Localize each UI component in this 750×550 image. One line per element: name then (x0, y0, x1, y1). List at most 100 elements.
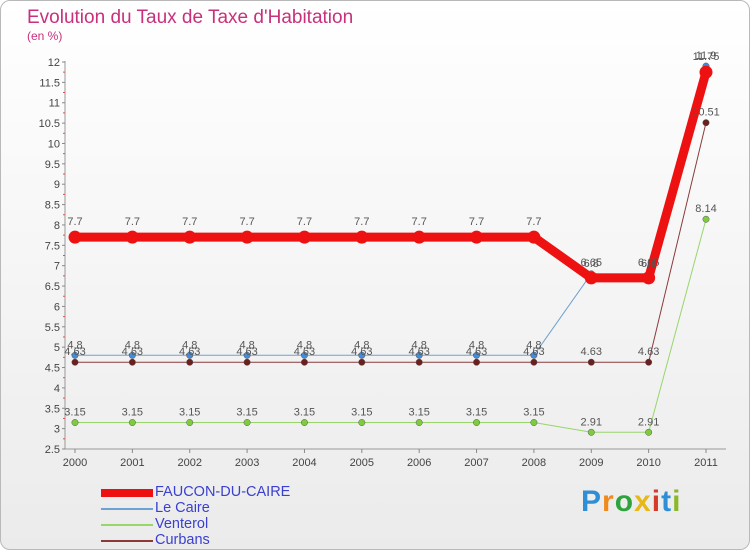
data-point-le-caire (415, 351, 423, 359)
data-point-le-caire (358, 351, 366, 359)
proxiti-logo: Proxiti (581, 485, 681, 519)
data-label-venterol: 3.15 (408, 407, 429, 419)
data-label-venterol: 3.15 (179, 407, 200, 419)
data-label-le-caire: 4.8 (239, 339, 254, 351)
data-point-curbans (128, 358, 136, 366)
data-label-le-caire: 4.8 (412, 339, 427, 351)
data-label-curbans: 4.63 (294, 346, 315, 358)
y-tick-label: 11 (49, 98, 60, 110)
legend-swatch-le-caire (101, 508, 153, 510)
data-point-venterol (301, 419, 308, 426)
data-labels: 4.8 4.8 4.8 4.8 4.8 4.8 4.8 4.8 4.8 6.8 6.8 11.9 3.1… (64, 50, 719, 428)
y-tick-label: 8.5 (45, 200, 60, 212)
data-point-venterol (128, 419, 136, 426)
data-label-venterol: 2.91 (638, 416, 659, 428)
y-tick-label: 2.5 (45, 444, 60, 456)
x-tick-label: 2009 (579, 457, 603, 469)
y-tick-label: 4.5 (45, 363, 60, 375)
data-point-venterol (587, 428, 595, 436)
data-point-faucon-du-caire (642, 271, 656, 285)
data-label-faucon-du-caire: 7.7 (125, 216, 140, 228)
data-point-curbans (645, 358, 653, 366)
data-point-venterol (702, 215, 710, 223)
data-label-faucon-du-caire: 7.7 (67, 216, 82, 228)
axes: 2.533.544.555.566.577.588.599.51010.5111… (39, 57, 726, 469)
legend-label-venterol: Venterol (155, 516, 209, 532)
data-point-le-caire (186, 351, 194, 359)
data-point-venterol (530, 419, 538, 426)
data-label-faucon-du-caire: 7.7 (297, 216, 312, 228)
x-tick-label: 2004 (292, 457, 316, 469)
y-tick-label: 10 (48, 138, 60, 150)
series-line-faucon-du-caire (70, 67, 711, 283)
logo-letter: i (651, 485, 662, 518)
legend-swatch-venterol (101, 524, 153, 526)
data-label-faucon-du-caire: 7.7 (239, 216, 254, 228)
logo-letter: r (602, 485, 615, 518)
data-point-venterol (473, 419, 480, 426)
data-label-le-caire: 4.8 (297, 339, 312, 351)
series-line-le-caire (74, 65, 707, 356)
data-point-curbans (702, 119, 710, 127)
data-point-venterol (415, 419, 423, 426)
y-tick-label: 5.5 (45, 322, 60, 334)
y-tick-label: 7 (54, 261, 60, 273)
data-point-faucon-du-caire (355, 230, 369, 244)
data-label-le-caire: 4.8 (526, 339, 541, 351)
data-label-faucon-du-caire: 7.7 (412, 216, 427, 228)
legend-label-le-caire: Le Caire (155, 500, 210, 516)
data-label-venterol: 2.91 (581, 416, 602, 428)
data-label-faucon-du-caire: 7.7 (526, 216, 541, 228)
x-tick-label: 2005 (350, 457, 374, 469)
data-label-le-caire: 4.8 (469, 339, 484, 351)
x-tick-label: 2006 (407, 457, 431, 469)
data-label-le-caire: 11.9 (696, 50, 717, 62)
data-point-faucon-du-caire (297, 230, 311, 244)
data-label-curbans: 4.63 (466, 346, 487, 358)
y-tick-label: 4 (54, 383, 60, 395)
logo-letter: t (661, 485, 673, 518)
y-tick-label: 8 (54, 220, 60, 232)
data-point-curbans (358, 358, 366, 366)
data-label-faucon-du-caire: 6.65 (581, 257, 602, 269)
data-point-faucon-du-caire (699, 65, 713, 79)
data-point-curbans (301, 358, 308, 366)
data-point-faucon-du-caire (183, 230, 197, 244)
x-tick-label: 2000 (63, 457, 87, 469)
x-tick-label: 2008 (522, 457, 546, 469)
data-point-faucon-du-caire (240, 230, 254, 244)
logo-letter: o (614, 485, 635, 518)
y-tick-label: 12 (48, 57, 60, 69)
data-point-le-caire (243, 351, 251, 359)
data-label-curbans: 4.63 (351, 346, 372, 358)
data-point-curbans (473, 358, 480, 366)
data-label-curbans: 4.63 (122, 346, 143, 358)
y-tick-label: 11.5 (39, 77, 60, 89)
data-point-curbans (71, 358, 79, 366)
y-tick-label: 6.5 (45, 281, 60, 293)
data-label-curbans: 4.63 (638, 346, 659, 358)
data-label-venterol: 3.15 (466, 407, 487, 419)
y-tick-label: 9 (54, 179, 60, 191)
x-tick-label: 2007 (464, 457, 488, 469)
y-tick-label: 10.5 (39, 118, 60, 130)
logo-letter: x (634, 485, 652, 518)
series-line-curbans (74, 122, 707, 363)
data-point-faucon-du-caire (412, 230, 426, 244)
data-point-le-caire (473, 351, 480, 359)
data-point-le-caire (530, 351, 538, 359)
data-point-le-caire (301, 351, 308, 359)
data-label-le-caire: 4.8 (182, 339, 197, 351)
data-label-venterol: 3.15 (523, 407, 544, 419)
legend-swatch-curbans (101, 540, 153, 542)
data-label-venterol: 3.15 (351, 407, 372, 419)
series-lines (68, 62, 713, 436)
data-label-faucon-du-caire: 6.65 (638, 257, 659, 269)
data-point-faucon-du-caire (584, 271, 598, 285)
data-label-curbans: 4.63 (236, 346, 257, 358)
unit-label: (en %) (27, 29, 63, 43)
data-label-le-caire: 4.8 (354, 339, 369, 351)
data-point-curbans (415, 358, 423, 366)
